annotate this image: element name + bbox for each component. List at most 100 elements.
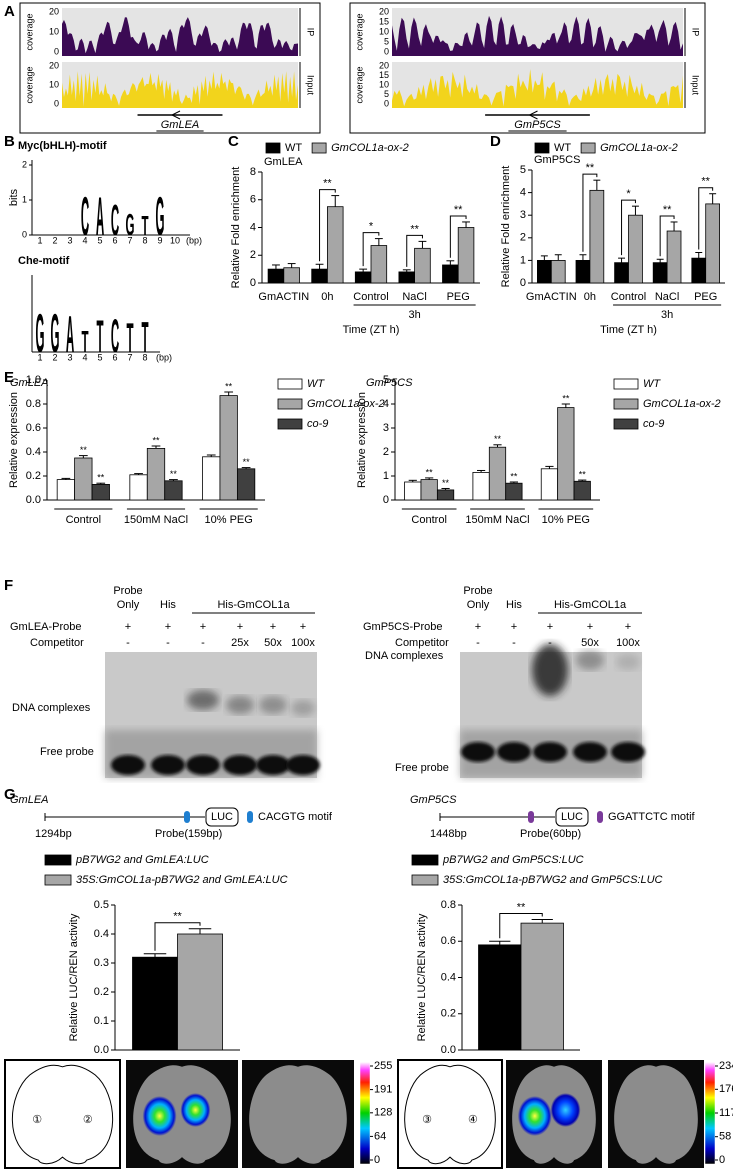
scale-tick-label: 255 [374, 1060, 392, 1072]
x-tick-label: GmACTIN [258, 291, 309, 303]
motif-key-label: CACGTG motif [258, 811, 333, 823]
logo-letter: T [81, 324, 88, 358]
bar [177, 933, 223, 1051]
lane-mark: + [625, 621, 631, 633]
scale-tick-label: 58 [719, 1131, 731, 1143]
legend-label: 35S:GmCOL1a-pB7WG2 and GmP5CS:LUC [443, 874, 663, 886]
position-label: 6 [112, 235, 117, 245]
position-label: 3 [67, 235, 72, 245]
legend-label: pB7WG2 and GmLEA:LUC [75, 854, 209, 866]
logo-letter: T [126, 315, 133, 361]
y-tick-label: 0.0 [441, 1044, 456, 1056]
y-tick-label: 0 [250, 277, 256, 289]
y-tick-label: 0.1 [94, 1015, 109, 1027]
significance-label: ** [579, 469, 587, 479]
coverage-profile [62, 17, 298, 57]
y-tick-label: 0 [520, 277, 526, 289]
legend-label: WT [554, 142, 571, 154]
x-tick-label: Control [411, 514, 446, 526]
bar [267, 268, 285, 284]
scale-tick-label: 64 [374, 1130, 386, 1142]
panel-label: E [4, 369, 14, 386]
y-tick-label: 2 [520, 232, 526, 244]
coverage-tick-label: 20 [379, 60, 389, 70]
bar [457, 227, 475, 284]
x-tick-label: NaCl [402, 291, 426, 303]
legend-label: WT [285, 142, 302, 154]
legend-swatch [411, 874, 439, 886]
unit-label: (bp) [156, 352, 172, 362]
coverage-tick-label: 10 [379, 26, 389, 36]
band-label: DNA complexes [12, 702, 91, 714]
y-tick-label: 0.4 [441, 971, 456, 983]
scale-tick-label: 0 [719, 1154, 725, 1166]
significance-label: ** [152, 435, 160, 445]
legend-swatch [613, 378, 639, 390]
probe-label: Probe(159bp) [155, 828, 222, 840]
y-axis-label: Relative Fold enrichment [230, 167, 242, 289]
construct-length: 1294bp [35, 828, 72, 840]
row-label: GmP5CS-Probe [363, 621, 442, 633]
significance-label: * [626, 188, 631, 200]
y-tick-label: 8 [250, 166, 256, 178]
y-tick-label: 1 [520, 254, 526, 266]
significance-bracket [582, 173, 598, 252]
y-tick-label: 1.0 [26, 374, 41, 386]
scale-tick-label: 0 [374, 1154, 380, 1166]
y-axis-label: Relative Fold enrichment [500, 166, 512, 288]
band-label: DNA complexes [365, 650, 444, 662]
significance-label: ** [323, 177, 332, 189]
complex-band [616, 654, 640, 670]
complex-band [291, 700, 315, 716]
motif-key [597, 811, 603, 823]
bar [573, 480, 591, 501]
lane-mark: - [126, 637, 130, 649]
position-label: 2 [52, 352, 57, 362]
free-probe-band [497, 742, 531, 762]
legend-swatch [311, 142, 327, 154]
reporter-box [205, 807, 239, 827]
logo-letter: G [36, 304, 45, 365]
coverage-tick-label: 20 [49, 6, 59, 16]
row-label: GmLEA-Probe [10, 621, 82, 633]
significance-label: ** [97, 473, 105, 483]
bar [164, 480, 183, 501]
complex-band [532, 644, 568, 696]
significance-label: ** [562, 393, 570, 403]
significance-bracket [499, 913, 543, 939]
lane-mark: - [166, 637, 170, 649]
infiltration-spot: ② [83, 1114, 93, 1126]
lane-mark: + [300, 621, 306, 633]
gel-header: Probe [463, 585, 492, 597]
lane-mark: + [237, 621, 243, 633]
track-label: IP [691, 28, 701, 37]
y-tick-label: 4 [250, 221, 256, 233]
motif-marker [528, 811, 534, 823]
construct-gene: GmP5CS [410, 794, 457, 806]
legend-label: GmCOL1a-ox-2 [600, 142, 678, 154]
free-probe-band [611, 742, 645, 762]
significance-bracket [154, 922, 201, 951]
bar [666, 230, 682, 284]
y-tick-label: 6 [250, 194, 256, 206]
bar [56, 479, 76, 501]
significance-label: ** [701, 176, 710, 188]
legend-swatch [44, 854, 72, 866]
panel-label: F [4, 577, 13, 594]
lane-mark: 50x [581, 637, 599, 649]
free-probe-band [151, 755, 185, 775]
bar [540, 468, 559, 501]
x-tick-label: 150mM NaCl [465, 514, 529, 526]
coverage-tick-label: 15 [379, 16, 389, 26]
coverage-profile [392, 15, 683, 57]
lane-mark: 50x [264, 637, 282, 649]
coverage-tick-label: 0 [384, 46, 389, 56]
x-tick-label: GmACTIN [526, 291, 577, 303]
gel-header: Probe [113, 585, 142, 597]
coverage-tick-label: 0 [54, 98, 59, 108]
coverage-tick-label: 0 [384, 98, 389, 108]
gel-header: His-GmCOL1a [217, 599, 290, 611]
gel-header: Only [467, 599, 490, 611]
x-tick-label: 150mM NaCl [124, 514, 188, 526]
reporter-label: LUC [561, 811, 583, 823]
